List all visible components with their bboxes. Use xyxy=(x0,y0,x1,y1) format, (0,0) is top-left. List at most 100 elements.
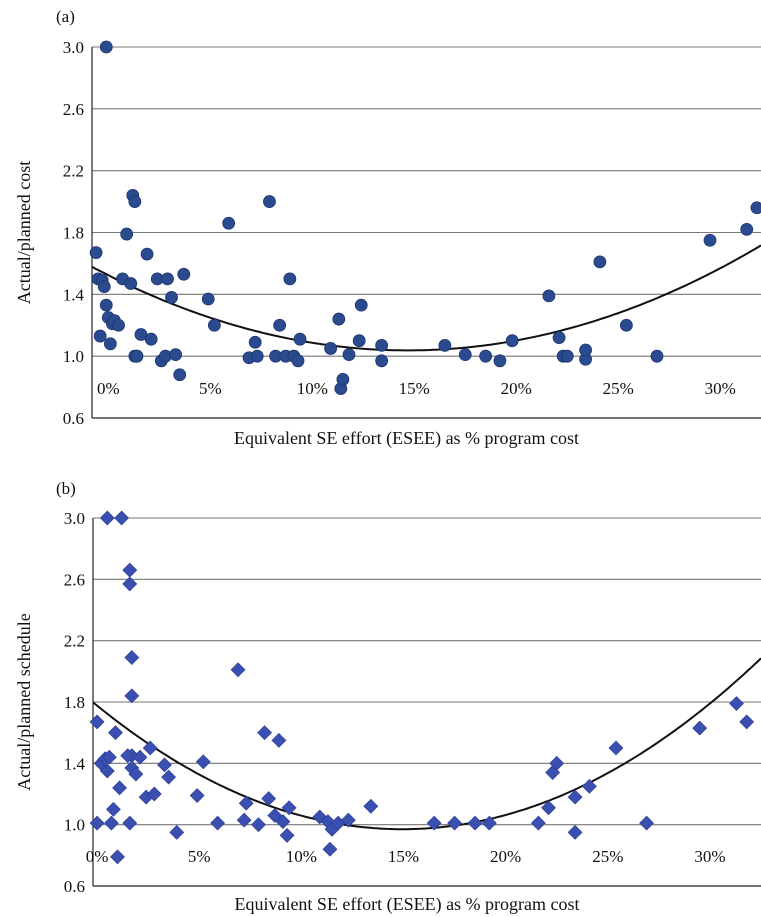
data-point xyxy=(128,766,144,782)
data-point xyxy=(93,329,107,343)
data-point xyxy=(342,348,356,362)
data-point xyxy=(692,720,708,736)
data-point xyxy=(108,725,123,741)
x-tick-label: 30% xyxy=(694,847,725,866)
data-point xyxy=(140,247,154,261)
data-point xyxy=(467,815,483,831)
data-point xyxy=(740,223,754,236)
data-point xyxy=(579,343,592,357)
x-tick-label: 0% xyxy=(86,847,109,866)
data-point xyxy=(122,815,138,831)
data-point xyxy=(324,342,338,355)
data-point xyxy=(322,841,338,857)
data-point xyxy=(114,510,130,526)
data-point xyxy=(567,824,583,840)
y-tick-label: 1.0 xyxy=(64,816,85,835)
data-point xyxy=(103,815,119,831)
y-tick-label: 2.2 xyxy=(63,162,84,181)
x-tick-label: 20% xyxy=(501,379,532,398)
x-tick-label: 10% xyxy=(297,379,328,398)
data-point xyxy=(458,348,472,362)
data-point xyxy=(263,195,276,208)
data-point xyxy=(112,318,125,332)
data-point xyxy=(250,349,264,363)
data-point xyxy=(124,277,138,290)
data-point xyxy=(581,778,597,794)
data-point xyxy=(291,354,305,368)
data-point xyxy=(336,372,350,386)
data-point xyxy=(375,354,389,368)
data-point xyxy=(99,763,115,779)
panel-label: (b) xyxy=(56,479,76,498)
y-tick-label: 2.6 xyxy=(64,570,85,589)
data-point xyxy=(438,338,452,352)
data-point xyxy=(201,292,215,306)
data-point xyxy=(122,576,138,592)
data-point xyxy=(120,227,134,241)
data-point xyxy=(112,780,127,796)
x-axis-label: Equivalent SE effort (ESEE) as % program… xyxy=(234,894,579,915)
data-point xyxy=(248,335,262,349)
trendline xyxy=(93,657,761,831)
data-point xyxy=(106,801,121,817)
data-point xyxy=(189,788,205,803)
data-point xyxy=(207,318,221,332)
data-point xyxy=(332,312,346,326)
data-point xyxy=(639,815,655,831)
x-tick-label: 15% xyxy=(388,847,419,866)
data-point xyxy=(567,789,583,805)
data-point xyxy=(169,348,183,362)
chart-panel-b: (b) 0.6 1.0 1.4 1.8 2.2 2.6 3.0 0% 5% 10% 15% 20% 25%… xyxy=(14,479,761,915)
data-point xyxy=(363,798,379,814)
data-point xyxy=(275,814,291,830)
y-tick-label: 1.4 xyxy=(64,754,86,773)
x-tick-label: 20% xyxy=(490,847,521,866)
data-point xyxy=(142,740,158,756)
y-tick-label: 1.0 xyxy=(63,347,84,366)
data-point xyxy=(505,334,519,348)
data-point xyxy=(169,824,185,840)
panel-label: (a) xyxy=(56,7,75,26)
data-point xyxy=(89,714,105,730)
data-point xyxy=(426,815,442,831)
data-point xyxy=(542,289,556,303)
data-point xyxy=(165,291,178,304)
data-point xyxy=(161,769,177,785)
y-axis-label: Actual/planned schedule xyxy=(14,613,34,790)
data-point xyxy=(650,349,664,363)
x-tick-label: 5% xyxy=(199,379,222,398)
data-point xyxy=(89,246,103,259)
data-point xyxy=(99,298,113,312)
x-tick-label: 0% xyxy=(97,379,120,398)
data-point xyxy=(273,318,287,332)
data-point xyxy=(128,195,142,208)
data-point xyxy=(236,812,252,828)
chart-panel-a: (a) 0.6 1.0 1.4 1.8 2.2 2.6 3.0 0% 5% 10% 15% 20% 25%… xyxy=(14,7,761,449)
data-point xyxy=(703,233,717,247)
y-tick-label: 3.0 xyxy=(63,38,84,57)
data-point xyxy=(132,749,148,765)
data-point xyxy=(257,725,273,741)
data-point xyxy=(560,349,574,363)
data-point xyxy=(281,800,297,816)
data-point xyxy=(210,815,226,831)
data-point xyxy=(251,817,266,833)
data-point xyxy=(549,755,565,771)
data-point xyxy=(293,332,307,346)
data-point xyxy=(493,354,507,368)
data-point xyxy=(238,795,254,811)
y-axis-label: Actual/planned cost xyxy=(14,161,34,304)
y-tick-label: 3.0 xyxy=(64,509,85,528)
data-point xyxy=(99,40,113,54)
plot-area xyxy=(93,657,761,831)
y-tick-label: 1.8 xyxy=(64,693,85,712)
trendline xyxy=(92,244,761,352)
y-tick-label: 0.6 xyxy=(63,409,84,428)
x-tick-label: 30% xyxy=(705,379,736,398)
y-tick-label: 2.2 xyxy=(64,632,85,651)
data-point xyxy=(130,349,144,363)
data-point xyxy=(195,754,211,770)
data-point xyxy=(608,740,624,756)
